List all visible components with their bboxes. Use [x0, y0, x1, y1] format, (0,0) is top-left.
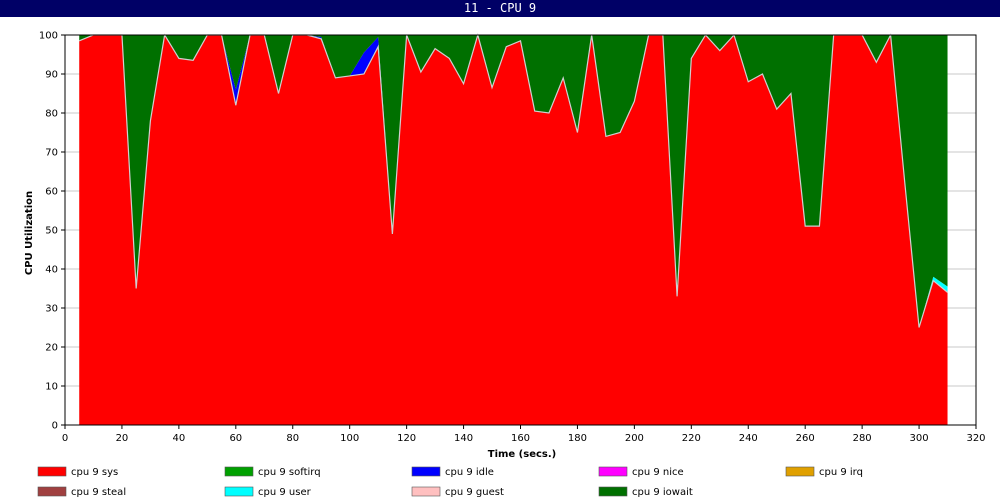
area-cpu-9-sys — [79, 35, 948, 425]
x-tick-label: 80 — [286, 433, 299, 444]
x-axis-label: Time (secs.) — [488, 449, 557, 460]
y-axis-label: CPU Utilization — [24, 191, 35, 275]
y-tick-label: 40 — [45, 265, 58, 276]
legend-label: cpu 9 steal — [71, 487, 126, 498]
x-tick-label: 280 — [853, 433, 872, 444]
y-tick-label: 30 — [45, 304, 58, 315]
x-tick-label: 180 — [568, 433, 587, 444]
x-tick-label: 60 — [229, 433, 242, 444]
window-title: 11 - CPU 9 — [0, 0, 1000, 17]
y-tick-label: 100 — [39, 31, 58, 42]
cpu-utilization-chart: 0 10 20 30 40 50 60 70 80 90 100 0 20 40 60 80 100 120 140… — [24, 31, 986, 499]
x-tick-label: 140 — [454, 433, 473, 444]
legend-swatch — [224, 486, 254, 497]
legend-label: cpu 9 nice — [632, 467, 684, 478]
x-tick-label: 220 — [682, 433, 701, 444]
x-tick-label: 120 — [397, 433, 416, 444]
y-tick-label: 50 — [45, 226, 58, 237]
legend-label: cpu 9 sys — [71, 467, 118, 478]
x-tick-label: 40 — [173, 433, 186, 444]
y-tick-label: 60 — [45, 187, 58, 198]
x-tick-label: 100 — [340, 433, 359, 444]
legend-label: cpu 9 idle — [445, 467, 494, 478]
legend-swatch — [598, 466, 628, 477]
legend-swatch — [37, 486, 67, 497]
legend-swatch — [411, 486, 441, 497]
legend-swatch — [785, 466, 815, 477]
legend-item: cpu 9 guest — [411, 486, 504, 498]
legend-swatch — [598, 486, 628, 497]
legend-label: cpu 9 user — [258, 487, 312, 498]
legend-item: cpu 9 nice — [598, 466, 684, 478]
x-tick-label: 200 — [625, 433, 644, 444]
legend-item: cpu 9 sys — [37, 466, 118, 478]
x-tick-label: 320 — [966, 433, 985, 444]
legend-item: cpu 9 softirq — [224, 466, 321, 478]
y-tick-label: 0 — [52, 421, 58, 432]
y-tick-label: 80 — [45, 109, 58, 120]
y-tick-label: 70 — [45, 148, 58, 159]
y-tick-label: 20 — [45, 343, 58, 354]
legend-item: cpu 9 irq — [785, 466, 863, 478]
legend-label: cpu 9 softirq — [258, 467, 321, 478]
x-tick-label: 240 — [739, 433, 758, 444]
legend-item: cpu 9 user — [224, 486, 312, 498]
x-tick-label: 0 — [62, 433, 68, 444]
legend-swatch — [411, 466, 441, 477]
legend-swatch — [37, 466, 67, 477]
y-tick-label: 10 — [45, 382, 58, 393]
sys-series-line — [79, 32, 948, 328]
y-tick-label: 90 — [45, 70, 58, 81]
x-tick-label: 300 — [910, 433, 929, 444]
legend-label: cpu 9 irq — [819, 467, 863, 478]
legend-swatch — [224, 466, 254, 477]
legend-item: cpu 9 idle — [411, 466, 494, 478]
legend-label: cpu 9 guest — [445, 487, 504, 498]
x-tick-label: 20 — [116, 433, 129, 444]
x-tick-label: 260 — [796, 433, 815, 444]
x-tick-label: 160 — [511, 433, 530, 444]
legend-label: cpu 9 iowait — [632, 487, 693, 498]
legend-item: cpu 9 iowait — [598, 486, 693, 498]
legend-item: cpu 9 steal — [37, 486, 126, 498]
